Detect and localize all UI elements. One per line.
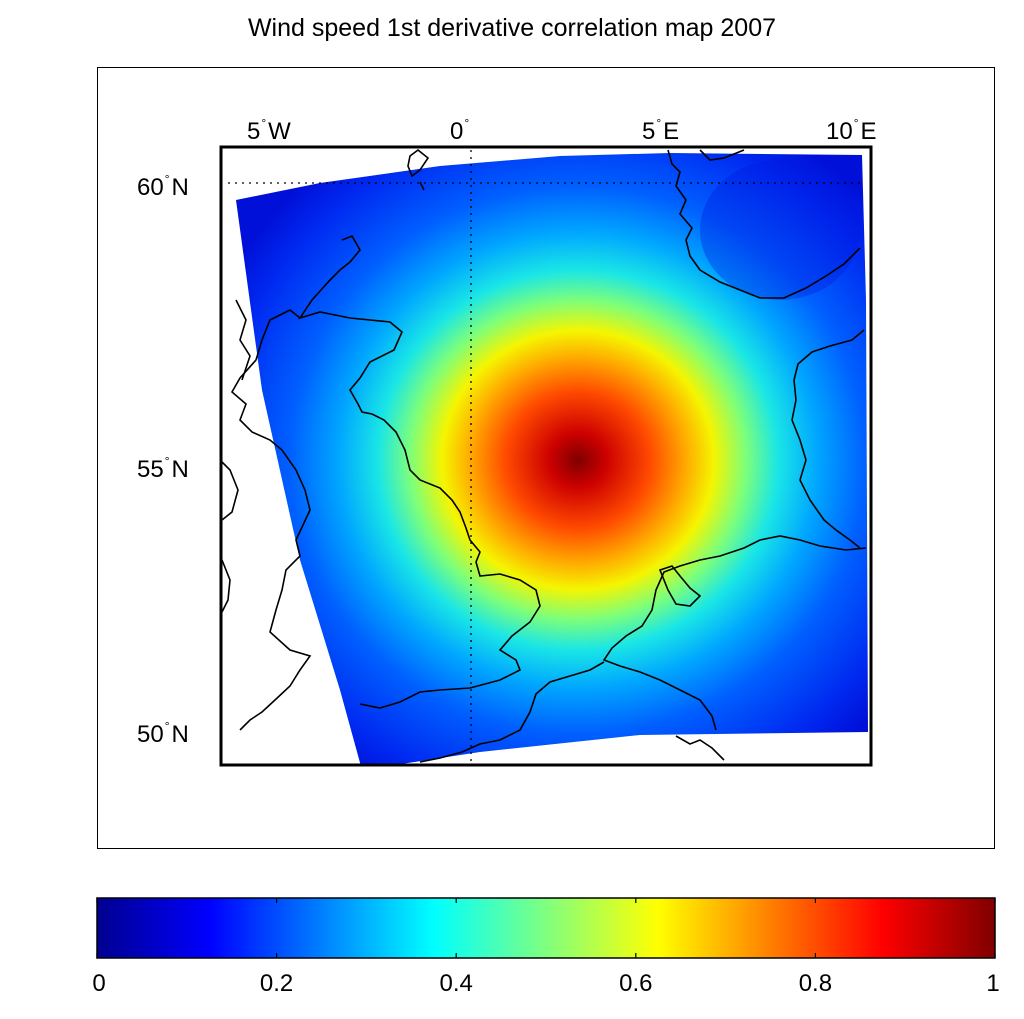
lon-tick-5w: 5°W bbox=[247, 116, 291, 145]
axes-frame bbox=[97, 67, 995, 849]
figure-title: Wind speed 1st derivative correlation ma… bbox=[247, 14, 777, 42]
coastline-norway bbox=[667, 149, 861, 299]
map-frame bbox=[219, 145, 873, 767]
coastline-shetland bbox=[407, 148, 430, 191]
coastline-denmark bbox=[791, 329, 865, 549]
colorbar-tick-label: 0.4 bbox=[439, 970, 473, 997]
lat-tick-50n: 50°N bbox=[137, 719, 189, 748]
coastlines bbox=[221, 148, 867, 763]
coastline-dutch-islands bbox=[658, 565, 702, 607]
lon-tick-0: 0° bbox=[450, 116, 470, 145]
lat-tick-55n: 55°N bbox=[137, 454, 189, 483]
coastline-low-countries bbox=[602, 535, 867, 731]
coastline-misc bbox=[235, 299, 725, 761]
colorbar-tick-label: 0 bbox=[92, 970, 106, 997]
lat-tick-60n: 60°N bbox=[137, 172, 189, 201]
lon-tick-5e: 5°E bbox=[642, 116, 680, 145]
coastline-ireland bbox=[221, 461, 239, 613]
lon-tick-10e: 10°E bbox=[826, 116, 877, 145]
colorbar-tick-label: 1 bbox=[986, 970, 1000, 997]
low-correlation-patch bbox=[700, 160, 860, 300]
colorbar-tick-label: 0.8 bbox=[798, 970, 833, 997]
colorbar-tick-label: 0.2 bbox=[259, 970, 294, 997]
coastline-great-britain-east bbox=[298, 234, 541, 709]
correlation-field bbox=[236, 153, 868, 765]
coastline-france bbox=[419, 661, 605, 763]
colorbar-tick-label: 0.6 bbox=[619, 970, 653, 997]
